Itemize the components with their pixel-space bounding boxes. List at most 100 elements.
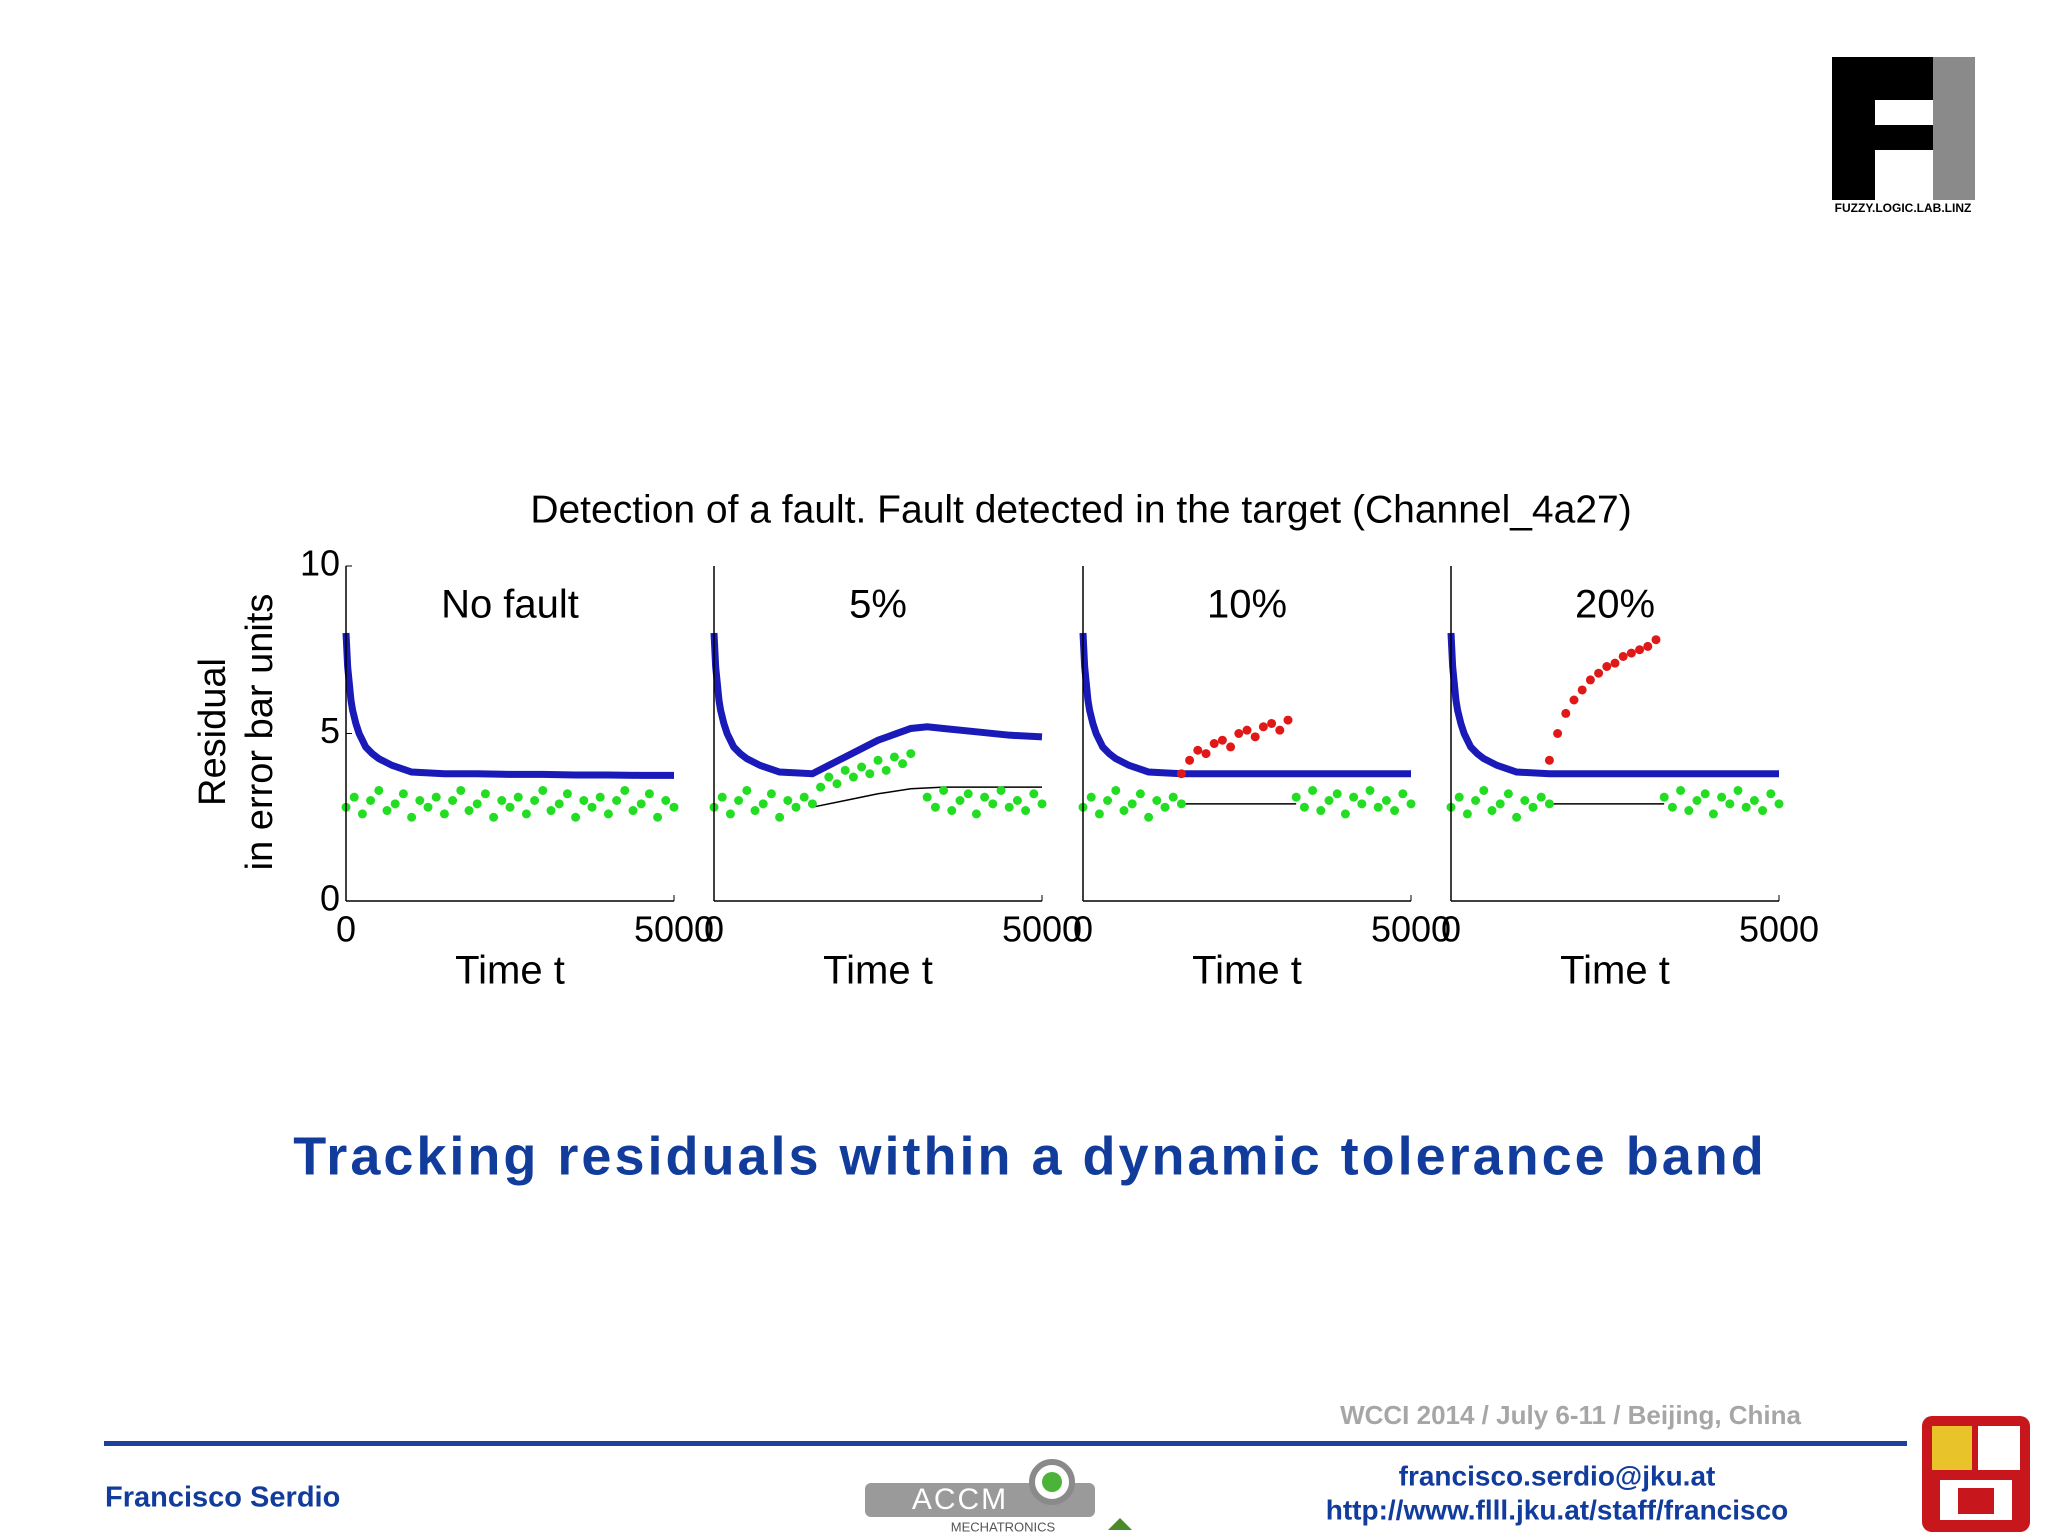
point xyxy=(1324,796,1334,805)
point xyxy=(1111,785,1121,795)
point xyxy=(734,796,744,805)
point xyxy=(840,765,850,775)
point xyxy=(971,809,981,819)
point xyxy=(1577,685,1587,695)
point xyxy=(1536,792,1546,802)
point xyxy=(1021,806,1031,816)
x-tick-label: 0 xyxy=(1441,909,1461,950)
point xyxy=(1676,785,1686,795)
point xyxy=(1544,799,1554,809)
point xyxy=(1520,796,1530,805)
series-line xyxy=(812,786,1042,808)
point xyxy=(922,792,932,802)
point xyxy=(366,796,376,805)
point xyxy=(505,802,515,812)
x-label: Time t xyxy=(823,949,933,993)
point xyxy=(1357,799,1367,809)
point xyxy=(717,792,727,802)
x-tick-label: 5000 xyxy=(634,909,714,950)
point xyxy=(530,796,540,805)
point xyxy=(1618,651,1628,661)
point xyxy=(1512,812,1522,822)
point xyxy=(1667,802,1677,812)
point xyxy=(807,799,817,809)
point xyxy=(497,796,507,805)
point xyxy=(1561,708,1571,718)
point xyxy=(1471,796,1481,805)
point xyxy=(1291,792,1301,802)
point xyxy=(1365,785,1375,795)
x-label: Time t xyxy=(1192,949,1302,993)
point xyxy=(644,789,654,799)
logo-text: FUZZY.LOGIC.LAB.LINZ xyxy=(1835,201,1972,215)
point xyxy=(1209,739,1219,749)
event: WCCI 2014 / July 6-11 / Beijing, China xyxy=(1340,1400,1801,1430)
point xyxy=(1717,792,1727,802)
point xyxy=(439,809,449,819)
series-line xyxy=(1447,632,1779,778)
point xyxy=(636,799,646,809)
point xyxy=(1643,641,1653,651)
footer-rule xyxy=(104,1441,1907,1446)
point xyxy=(1659,792,1669,802)
point xyxy=(1176,799,1186,809)
partner-logo: ACCM MECHATRONICS xyxy=(865,1459,1132,1534)
point xyxy=(1749,796,1759,805)
point xyxy=(538,785,548,795)
point xyxy=(1340,809,1350,819)
point xyxy=(1308,785,1318,795)
point xyxy=(1168,792,1178,802)
point xyxy=(1758,806,1768,816)
x-tick-label: 5000 xyxy=(1002,909,1082,950)
point xyxy=(725,809,735,819)
point xyxy=(1258,722,1268,732)
headline: Tracking residuals within a dynamic tole… xyxy=(293,1126,1766,1186)
point xyxy=(996,785,1006,795)
point xyxy=(1234,729,1244,738)
point xyxy=(857,762,867,772)
partner-subtitle: MECHATRONICS xyxy=(951,1519,1056,1534)
y-tick-label: 0 xyxy=(320,878,340,919)
x-tick-label: 0 xyxy=(1073,909,1093,950)
point xyxy=(1684,806,1694,816)
point xyxy=(1012,796,1022,805)
point xyxy=(595,792,605,802)
point xyxy=(628,806,638,816)
point xyxy=(930,802,940,812)
series-line xyxy=(1079,632,1411,778)
point xyxy=(571,812,581,822)
point xyxy=(742,785,752,795)
point xyxy=(423,802,433,812)
point xyxy=(448,796,458,805)
x-label: Time t xyxy=(1560,949,1670,993)
point xyxy=(1332,789,1342,799)
point xyxy=(1226,742,1236,752)
x-tick-label: 0 xyxy=(704,909,724,950)
point xyxy=(1037,799,1047,809)
point xyxy=(1267,718,1277,728)
point xyxy=(1462,809,1472,819)
point xyxy=(1454,792,1464,802)
point xyxy=(783,796,793,805)
y-label: in error bar units xyxy=(239,594,281,871)
point xyxy=(1479,785,1489,795)
point xyxy=(1692,796,1702,805)
url: http://www.flll.jku.at/staff/francisco xyxy=(1326,1494,1789,1525)
point xyxy=(1004,802,1014,812)
panel-title: 20% xyxy=(1575,583,1655,627)
point xyxy=(1651,635,1661,645)
point xyxy=(980,792,990,802)
point xyxy=(1176,769,1186,779)
point xyxy=(349,792,359,802)
point xyxy=(1299,802,1309,812)
point xyxy=(464,806,474,816)
point xyxy=(1135,789,1145,799)
point xyxy=(1733,785,1743,795)
point xyxy=(1127,799,1137,809)
point xyxy=(1381,796,1391,805)
point xyxy=(955,796,965,805)
point xyxy=(1160,802,1170,812)
point xyxy=(1217,735,1227,745)
